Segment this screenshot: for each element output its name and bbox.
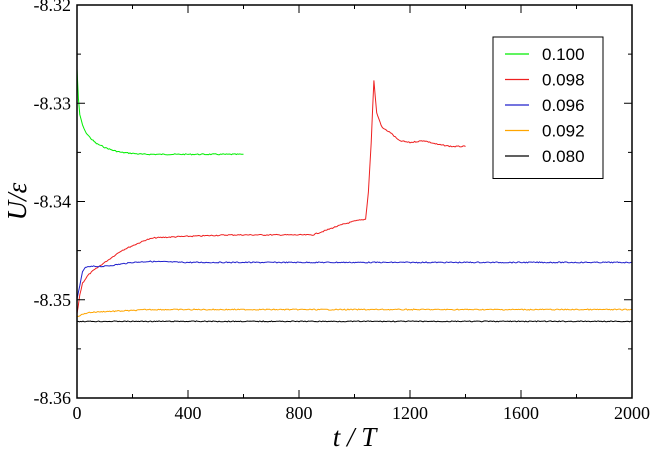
- legend-label: 0.098: [542, 71, 585, 90]
- series-line-0.096: [77, 260, 632, 300]
- x-axis-label: t / T: [333, 422, 379, 452]
- x-tick-label: 0: [73, 403, 82, 423]
- ticks-layer: 0 400 800 1200 1600 2000 -8.36 -8.35 -8.34 -8.33 -…: [34, 0, 651, 423]
- legend-box: [492, 36, 604, 179]
- series-line-0.098: [77, 80, 466, 314]
- y-tick-label: -8.32: [34, 0, 72, 15]
- x-tick-label: 2000: [614, 403, 650, 423]
- legend-label: 0.100: [542, 45, 585, 64]
- legend-label: 0.080: [542, 147, 585, 166]
- y-tick-label: -8.33: [34, 93, 72, 113]
- series-layer: [77, 68, 632, 323]
- series-line-0.080: [77, 320, 632, 323]
- x-tick-label: 1200: [392, 403, 428, 423]
- y-axis-label: U/ε: [2, 182, 32, 220]
- y-tick-label: -8.35: [34, 290, 72, 310]
- x-tick-label: 1600: [503, 403, 539, 423]
- series-line-0.100: [77, 68, 244, 156]
- legend-label: 0.096: [542, 96, 585, 115]
- y-tick-label: -8.36: [34, 388, 72, 408]
- series-line-0.092: [77, 308, 632, 318]
- x-tick-label: 400: [175, 403, 202, 423]
- y-tick-label: -8.34: [34, 192, 72, 212]
- legend-label: 0.092: [542, 122, 585, 141]
- x-tick-label: 800: [286, 403, 313, 423]
- legend: 0.100 0.098 0.096 0.092 0.080: [492, 36, 604, 179]
